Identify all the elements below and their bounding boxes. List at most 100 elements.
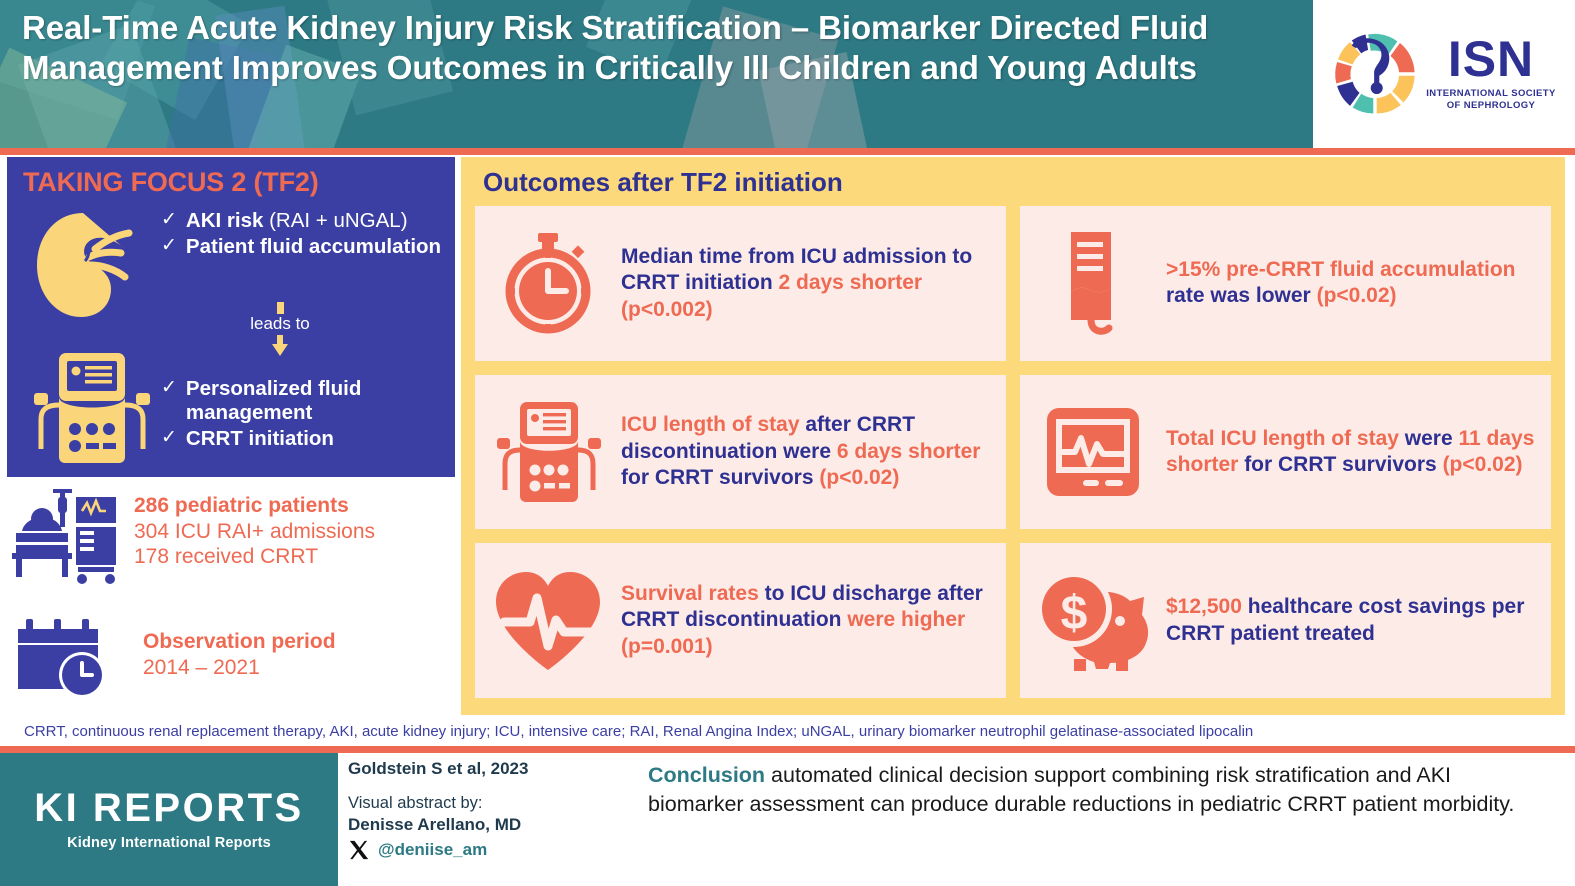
leads-to-connector: leads to — [205, 302, 355, 357]
left-column: TAKING FOCUS 2 (TF2) — [0, 157, 458, 715]
heart-pulse-icon — [489, 568, 607, 674]
iv-bag-icon — [1034, 228, 1152, 338]
citation-column: Goldstein S et al, 2023 Visual abstract … — [348, 759, 618, 861]
connector-dash — [276, 302, 284, 314]
header-banner: Real-Time Acute Kidney Injury Risk Strat… — [0, 0, 1575, 148]
outcome-card: $ $12,500 healthcare cost savings per CR… — [1020, 543, 1551, 698]
check-icon: ✓ — [161, 209, 177, 230]
outcome-text-part: (p<0.02) — [1442, 452, 1523, 476]
outcome-text-part: Total ICU length of stay — [1166, 426, 1405, 450]
isn-emblem-icon — [1335, 33, 1415, 114]
outcome-card-text: Median time from ICU admission to CRRT i… — [621, 244, 990, 323]
tf-bullets-top: ✓ AKI risk (RAI + uNGAL) ✓ Patient fluid… — [161, 209, 451, 261]
outcomes-card-grid: Median time from ICU admission to CRRT i… — [475, 206, 1551, 698]
outcome-text-part: rate was lower — [1166, 284, 1317, 308]
social-handle-row[interactable]: @deniise_am — [348, 839, 618, 861]
taking-focus-panel: TAKING FOCUS 2 (TF2) — [7, 157, 455, 477]
tf-bullet-strong: Patient fluid accumulation — [185, 234, 442, 258]
x-twitter-icon[interactable] — [348, 839, 370, 861]
outcome-text-part: >15% pre-CRRT fluid accumulation — [1166, 257, 1516, 281]
check-icon: ✓ — [161, 377, 177, 398]
observation-text: Observation period 2014 – 2021 — [143, 617, 336, 682]
abbreviations-footnote: CRRT, continuous renal replacement thera… — [0, 718, 1575, 746]
conclusion-body: automated clinical decision support comb… — [648, 763, 1515, 816]
outcome-card-text: Total ICU length of stay were 11 days sh… — [1166, 426, 1535, 479]
patient-stats-row: 286 pediatric patients 304 ICU RAI+ admi… — [12, 487, 458, 587]
outcome-card: Survival rates to ICU discharge after CR… — [475, 543, 1006, 698]
outcome-text-part: for CRRT survivors — [1244, 452, 1443, 476]
outcome-text-part: 6 days shorter — [836, 439, 981, 463]
svg-text:$: $ — [1061, 587, 1088, 640]
outcome-card-text: ICU length of stay after CRRT discontinu… — [621, 412, 990, 491]
tf-bullets-bottom: ✓ Personalized fluid management ✓ CRRT i… — [161, 377, 461, 453]
visual-abstract-author: Denisse Arellano, MD — [348, 814, 522, 834]
outcomes-title: Outcomes after TF2 initiation — [483, 167, 843, 197]
tf-bullet-strong: Personalized fluid management — [185, 377, 362, 424]
outcome-text-part: 2 days shorter (p<0.002) — [621, 271, 923, 321]
tf-bullet-strong: AKI risk — [185, 209, 264, 232]
check-icon: ✓ — [161, 234, 177, 256]
ki-reports-subtitle: Kidney International Reports — [67, 835, 271, 851]
outcome-text-part: (p<0.02) — [1316, 284, 1397, 308]
footer-bar: KI REPORTS Kidney International Reports … — [0, 753, 1575, 886]
patient-stats-text: 286 pediatric patients 304 ICU RAI+ admi… — [134, 487, 375, 570]
outcome-card-text: $12,500 healthcare cost savings per CRRT… — [1166, 594, 1535, 647]
isn-logo-subtitle: INTERNATIONAL SOCIETY OF NEPHROLOGY — [1426, 87, 1556, 111]
tf-bullet-item: ✓ AKI risk (RAI + uNGAL) — [161, 209, 451, 233]
outcome-card: >15% pre-CRRT fluid accumulation rate wa… — [1020, 206, 1551, 361]
hospital-bed-icon — [12, 489, 116, 584]
citation-text: Goldstein S et al, 2023 — [348, 759, 529, 778]
visual-abstract-label: Visual abstract by: — [348, 794, 483, 812]
outcomes-panel: Outcomes after TF2 initiation — [461, 157, 1565, 715]
outcome-text-part: after CRRT discontinuation were — [621, 413, 916, 463]
dialysis-machine-icon — [489, 396, 607, 508]
tf-bullet-item: ✓ Personalized fluid management — [161, 377, 461, 425]
kidney-icon — [37, 213, 133, 317]
outcome-card: Median time from ICU admission to CRRT i… — [475, 206, 1006, 361]
header-divider — [0, 148, 1575, 155]
page-title: Real-Time Acute Kidney Injury Risk Strat… — [22, 9, 1209, 87]
tf-bullet-strong: CRRT initiation — [185, 426, 334, 450]
ki-reports-logo: KI REPORTS Kidney International Reports — [0, 753, 338, 886]
down-arrow-icon — [272, 334, 288, 356]
dialysis-machine-icon — [34, 353, 150, 463]
social-handle-text[interactable]: @deniise_am — [378, 839, 488, 859]
footer-divider — [0, 746, 1575, 753]
outcome-text-part: (p<0.02) — [819, 466, 900, 490]
monitor-icon — [1034, 400, 1152, 504]
calendar-clock-icon — [18, 619, 105, 698]
outcome-text-part: to ICU discharge after CRRT discontinuat… — [621, 581, 983, 632]
outcome-text-part: $12,500 — [1166, 595, 1248, 619]
tf-bullet-light: (RAI + uNGAL) — [263, 209, 408, 232]
observation-period-row: Observation period 2014 – 2021 — [16, 617, 462, 699]
outcome-text-part: healthcare cost savings per CRRT patient… — [1166, 595, 1525, 645]
outcome-text-part: Survival rates — [621, 581, 765, 605]
stat-line-2: 304 ICU RAI+ admissions — [134, 519, 376, 543]
outcome-text-part: 11 days shorter — [1166, 426, 1535, 476]
observation-label: Observation period — [143, 630, 336, 653]
outcome-text-part: for CRRT survivors — [621, 466, 820, 490]
conclusion-text-block: Conclusion automated clinical decision s… — [648, 761, 1548, 818]
stopwatch-icon — [489, 231, 607, 335]
isn-logo-text: ISN — [1447, 31, 1535, 88]
conclusion-keyword: Conclusion — [648, 763, 766, 787]
tf-bullet-item: ✓ CRRT initiation — [161, 427, 461, 451]
outcome-text-part: were higher (p=0.001) — [621, 608, 966, 658]
leads-to-label: leads to — [250, 314, 310, 333]
stat-line-3: 178 received CRRT — [134, 545, 319, 569]
outcome-card-text: >15% pre-CRRT fluid accumulation rate wa… — [1166, 257, 1535, 310]
outcome-text-part: Median time from ICU admission to CRRT i… — [621, 244, 973, 295]
observation-value: 2014 – 2021 — [143, 656, 260, 680]
ki-reports-title: KI REPORTS — [34, 786, 304, 830]
outcome-text-part: ICU length of stay — [621, 413, 806, 437]
isn-logo: ISN INTERNATIONAL SOCIETY OF NEPHROLOGY — [1313, 0, 1575, 148]
piggy-bank-icon: $ — [1034, 569, 1152, 673]
check-icon: ✓ — [161, 426, 177, 448]
taking-focus-title: TAKING FOCUS 2 (TF2) — [23, 167, 319, 197]
outcome-card-text: Survival rates to ICU discharge after CR… — [621, 581, 990, 660]
outcome-card: ICU length of stay after CRRT discontinu… — [475, 374, 1006, 530]
tf-bullet-item: ✓ Patient fluid accumulation — [161, 235, 451, 259]
stat-line-1: 286 pediatric patients — [134, 494, 349, 517]
outcome-text-part: were — [1404, 426, 1459, 450]
